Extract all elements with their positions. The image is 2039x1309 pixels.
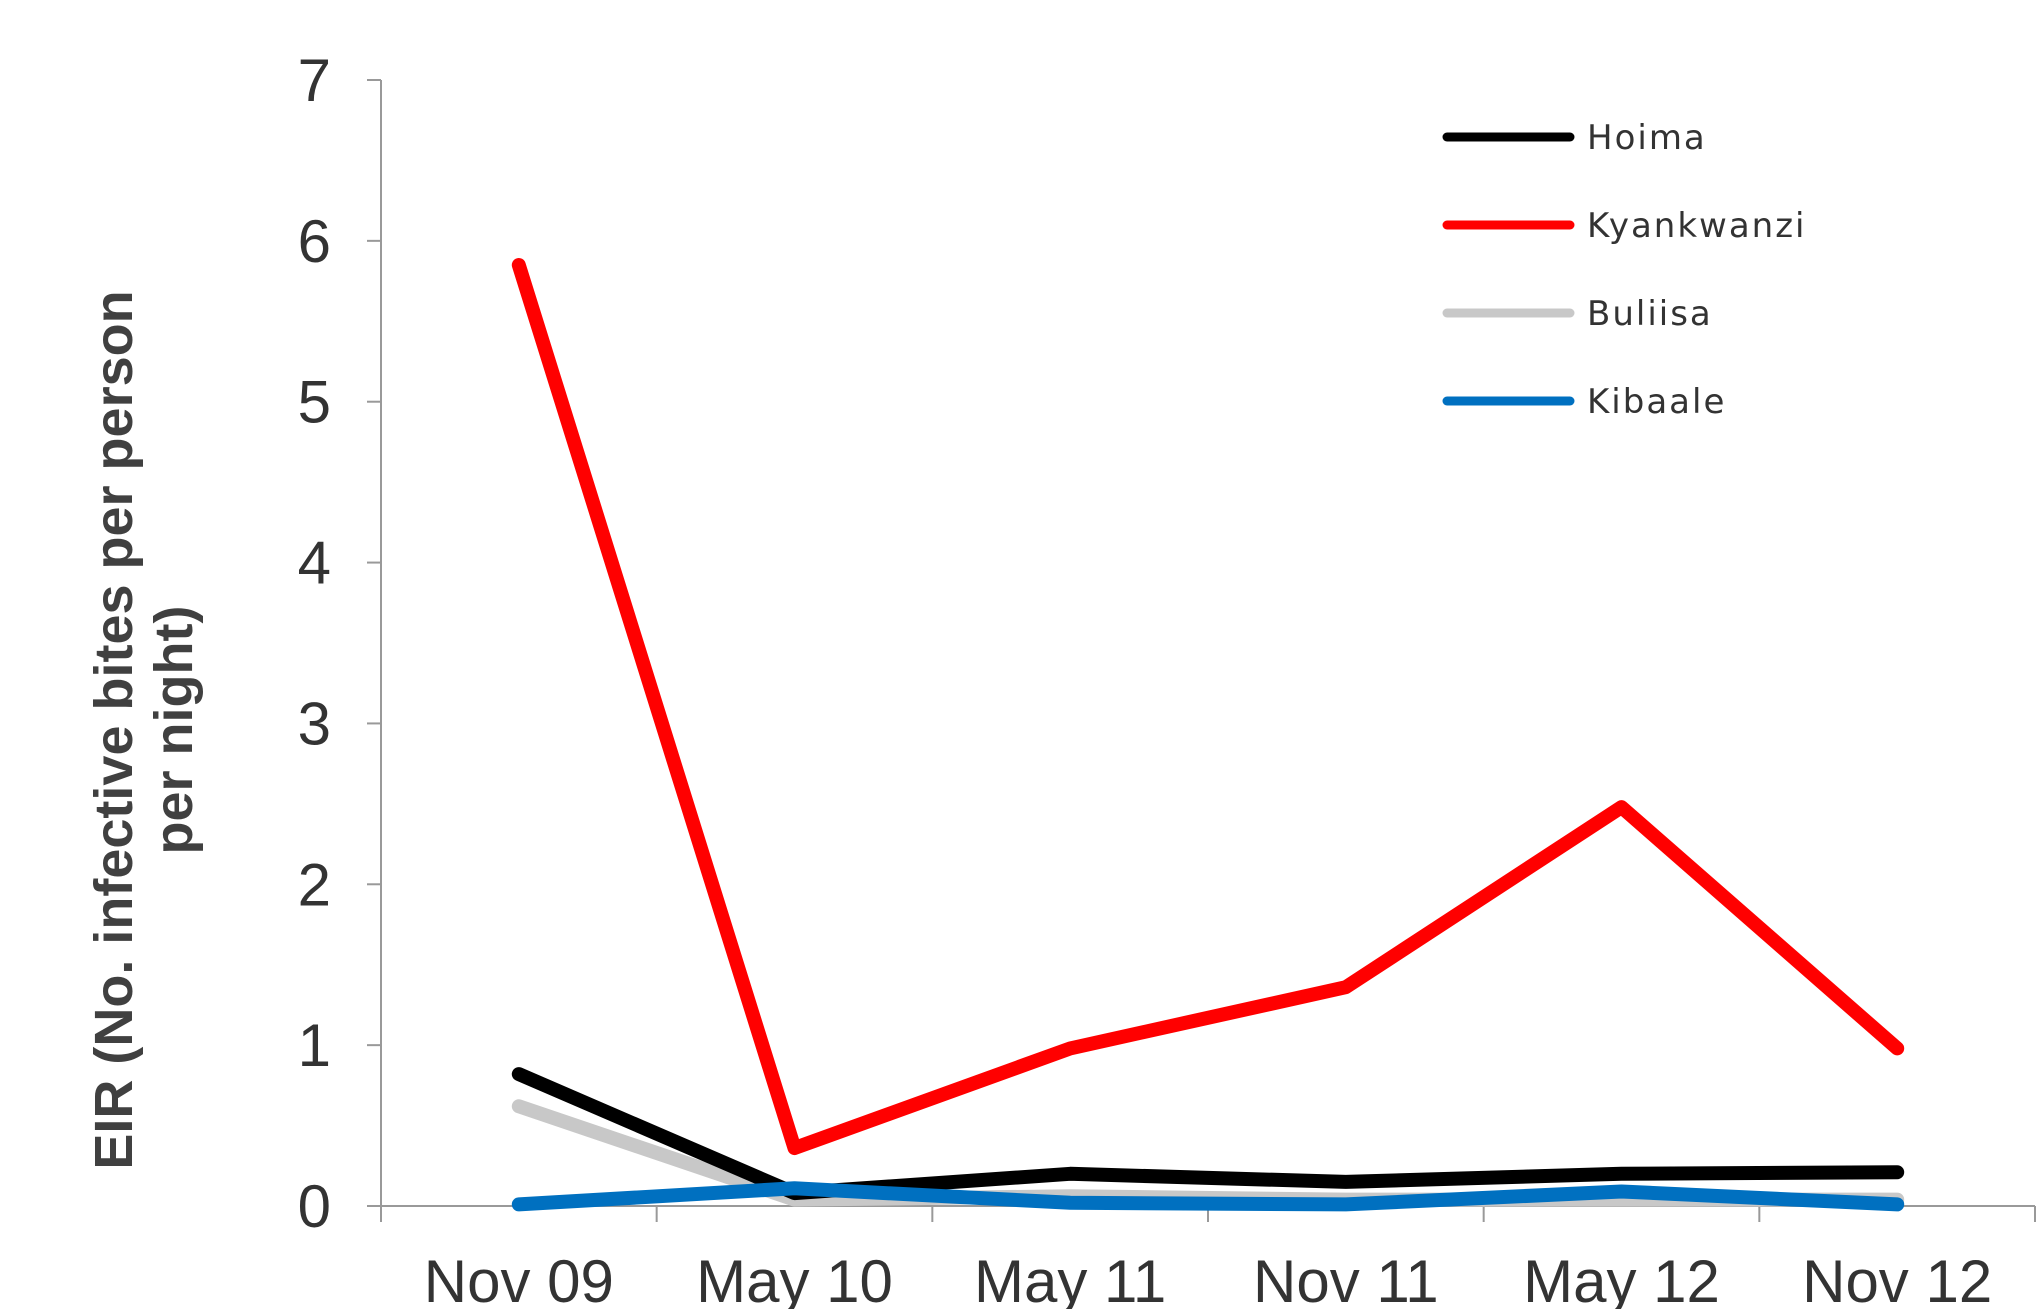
legend-label-kibaale: Kibaale — [1587, 382, 1726, 422]
y-tick-label: 1 — [298, 1012, 331, 1079]
series-line-kyankwanzi — [511, 258, 1905, 1156]
x-tick-label: May 12 — [1523, 1248, 1720, 1309]
series-line-hoima — [511, 1067, 1905, 1201]
y-axis-title-line2: per night) — [144, 606, 204, 855]
legend-label-kyankwanzi: Kyankwanzi — [1587, 206, 1807, 246]
x-axis: Nov 09 May 10 May 11 Nov 11 May 12 Nov 12 — [380, 1205, 2036, 1309]
y-tick-label: 3 — [298, 690, 331, 757]
x-tick-label: May 11 — [974, 1248, 1166, 1309]
x-tick-label: Nov 11 — [1253, 1248, 1439, 1309]
y-tick-label: 2 — [298, 851, 331, 918]
legend-label-hoima: Hoima — [1587, 118, 1707, 158]
y-tick-label: 7 — [298, 47, 331, 114]
series-lines — [511, 258, 1905, 1212]
x-tick-label: Nov 12 — [1802, 1248, 1992, 1309]
legend-label-buliisa: Buliisa — [1587, 294, 1713, 334]
y-axis: 0 1 2 3 4 5 6 7 — [298, 47, 382, 1240]
legend: Hoima Kyankwanzi Buliisa Kibaale — [1442, 118, 1807, 422]
x-tick-label: May 10 — [696, 1248, 893, 1309]
series-line-kibaale — [511, 1181, 1905, 1212]
y-tick-label: 4 — [298, 530, 331, 597]
y-tick-label: 5 — [298, 369, 331, 436]
x-tick-label: Nov 09 — [424, 1248, 614, 1309]
y-tick-label: 6 — [298, 208, 331, 275]
y-tick-label: 0 — [298, 1173, 331, 1240]
y-axis-title-line1: EIR (No. infective bites per person — [84, 290, 144, 1169]
